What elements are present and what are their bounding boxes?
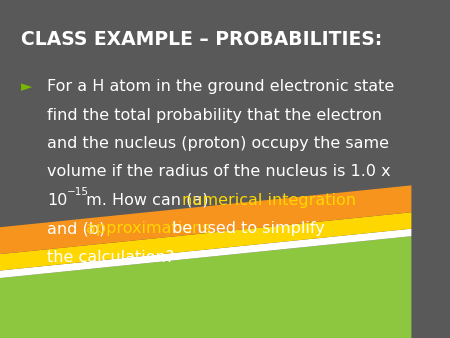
Text: and the nucleus (proton) occupy the same: and the nucleus (proton) occupy the same bbox=[47, 136, 389, 151]
Text: volume if the radius of the nucleus is 1.0 x: volume if the radius of the nucleus is 1… bbox=[47, 164, 391, 179]
Text: be used to simplify: be used to simplify bbox=[166, 221, 324, 236]
Text: and (b): and (b) bbox=[47, 221, 111, 236]
Polygon shape bbox=[0, 236, 411, 338]
Text: −15: −15 bbox=[67, 188, 89, 197]
Text: approximations: approximations bbox=[86, 221, 211, 236]
Text: 10: 10 bbox=[47, 193, 68, 208]
Text: CLASS EXAMPLE – PROBABILITIES:: CLASS EXAMPLE – PROBABILITIES: bbox=[21, 30, 382, 49]
Text: the calculation?: the calculation? bbox=[47, 250, 175, 265]
Text: For a H atom in the ground electronic state: For a H atom in the ground electronic st… bbox=[47, 79, 395, 94]
Text: find the total probability that the electron: find the total probability that the elec… bbox=[47, 107, 382, 123]
Polygon shape bbox=[0, 212, 411, 270]
Polygon shape bbox=[0, 229, 411, 278]
Polygon shape bbox=[0, 185, 411, 254]
Text: ►: ► bbox=[21, 79, 32, 94]
Text: m. How can (a): m. How can (a) bbox=[81, 193, 214, 208]
Text: numerical integration: numerical integration bbox=[182, 193, 356, 208]
